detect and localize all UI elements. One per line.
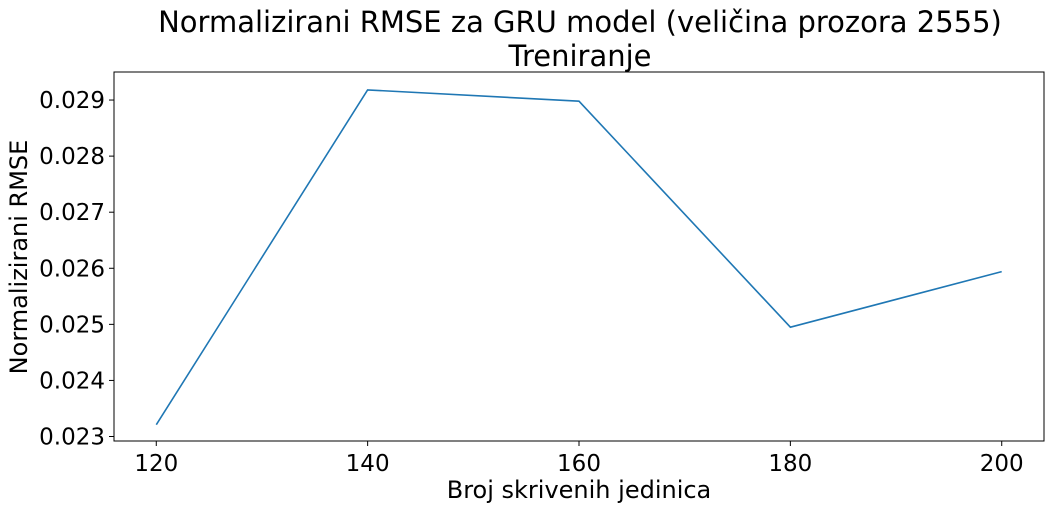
y-tick-label: 0.024 <box>39 368 105 394</box>
x-tick-label: 180 <box>768 451 812 477</box>
chart-subtitle: Treniranje <box>508 39 652 73</box>
y-tick-label: 0.025 <box>39 312 105 338</box>
x-tick-label: 120 <box>134 451 178 477</box>
y-tick-label: 0.028 <box>39 144 105 170</box>
y-tick-label: 0.026 <box>39 256 105 282</box>
y-tick-label: 0.027 <box>39 200 105 226</box>
y-tick-label: 0.023 <box>39 425 105 451</box>
series-line-0 <box>155 89 1002 426</box>
x-tick-label: 200 <box>980 451 1024 477</box>
y-axis-label: Normalizirani RMSE <box>5 140 33 375</box>
x-tick-label: 140 <box>346 451 390 477</box>
chart-title: Normalizirani RMSE za GRU model (veličin… <box>158 5 1002 39</box>
x-axis-label: Broj skrivenih jedinica <box>447 476 712 504</box>
x-tick-label: 160 <box>557 451 601 477</box>
plot-frame <box>113 71 1045 442</box>
y-tick-label: 0.029 <box>39 88 105 114</box>
plot-area: 120 140 160 180 200 0.023 0.024 0.025 0.026 0.027… <box>39 71 1045 477</box>
